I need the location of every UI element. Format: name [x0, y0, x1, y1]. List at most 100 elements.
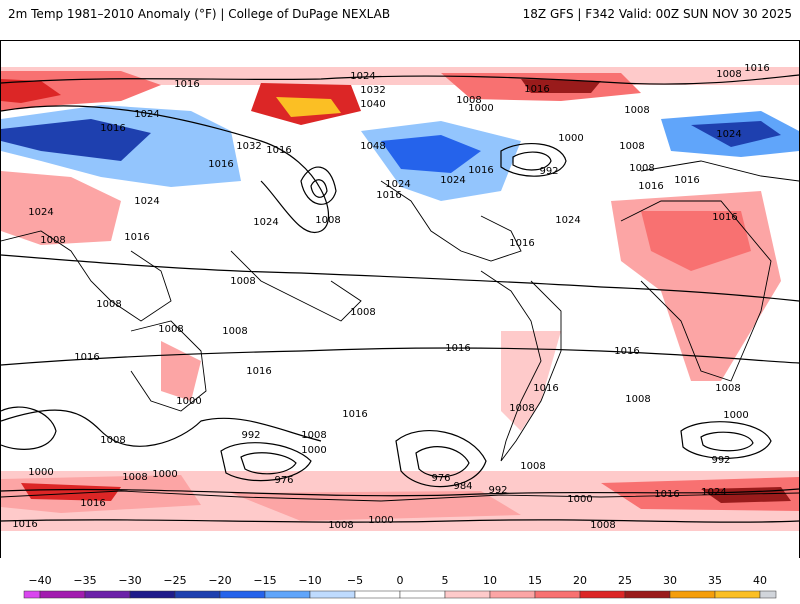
isobar-arctic: [1, 74, 799, 85]
colorbar-swatch: [399, 590, 446, 599]
warm-anomaly-core: [1, 79, 61, 103]
coastline-maritime: [230, 250, 362, 322]
colorbar-swatch: [174, 590, 221, 599]
colorbar-tick-label: −25: [163, 574, 186, 587]
isobar-label: 1016: [445, 343, 470, 354]
colorbar-tick-label: 15: [528, 574, 542, 587]
extreme-warm-alaska: [276, 97, 341, 117]
colorbar-swatch: [219, 590, 266, 599]
isobar-label: 1016: [174, 79, 199, 90]
cold-core-siberia: [691, 121, 781, 147]
isobar-label: 1016: [12, 519, 37, 530]
colorbar-swatch: [23, 590, 41, 599]
colorbar-swatch: [534, 590, 581, 599]
colorbar-swatch: [264, 590, 311, 599]
warm-core-greenland: [521, 79, 601, 93]
coastline-asia-east: [1, 230, 172, 322]
isobar-label: 1000: [28, 467, 53, 478]
isobar-label: 1016: [80, 498, 105, 509]
isobar-label: 1024: [701, 487, 726, 498]
colorbar-swatch: [624, 590, 671, 599]
isobar-label: 1016: [674, 175, 699, 186]
isobar-label: 1000: [152, 469, 177, 480]
isobar-north-pacific: [1, 105, 330, 234]
isobar-label: 1024: [385, 179, 410, 190]
isobar-label: 1000: [567, 494, 592, 505]
isobar-low-atlantic: [500, 142, 567, 177]
isobar-label: 1024: [28, 207, 53, 218]
isobar-label: 1032: [360, 85, 385, 96]
coastline-antarctica: [1, 490, 799, 502]
isobar-label: 1008: [520, 461, 545, 472]
isobar-low-southern-central-inner: [415, 446, 470, 478]
isobar-low-southern-west-inner: [240, 452, 297, 475]
isobar-label: 1024: [350, 71, 375, 82]
isobar-label: 1000: [723, 410, 748, 421]
isobar-low-southern-far-west: [1, 406, 57, 450]
isobar-label: 1016: [342, 409, 367, 420]
colorbar: −40 −35 −30 −25 −20 −15 −10 −5 0 5 10 15 20 25 30 35 40: [0, 558, 800, 600]
isobar-label: 1008: [40, 235, 65, 246]
coastlines: [1, 160, 799, 502]
isobar-subtropics-1016: [1, 347, 799, 366]
isobar-label: 1016: [744, 63, 769, 74]
isobar-label: 1008: [301, 430, 326, 441]
isobar-label: 1016: [712, 212, 737, 223]
colorbar-tick-label: 10: [483, 574, 497, 587]
isobar-label: 976: [274, 475, 293, 486]
isobar-label: 984: [453, 481, 472, 492]
coastline-africa: [620, 200, 772, 382]
isobar-label: 1016: [638, 181, 663, 192]
isobar-label: 1016: [74, 352, 99, 363]
colorbar-tick-labels: −40 −35 −30 −25 −20 −15 −10 −5 0 5 10 15 20 25 30 35 40: [28, 574, 767, 587]
isobar-label: 1008: [590, 520, 615, 531]
isobar-contours: [1, 74, 799, 523]
model-run-info: 18Z GFS | F342 Valid: 00Z SUN NOV 30 202…: [522, 7, 792, 21]
isobar-label: 1008: [624, 105, 649, 116]
colorbar-tick-label: −40: [28, 574, 51, 587]
isobar-label: 992: [488, 485, 507, 496]
colorbar-tick-label: −10: [298, 574, 321, 587]
colorbar-tick-label: −15: [253, 574, 276, 587]
colorbar-swatch: [714, 590, 761, 599]
colorbar-swatch: [39, 590, 86, 599]
colorbar-swatch: [579, 590, 626, 599]
isobar-label: 1016: [246, 366, 271, 377]
warm-anomaly-australia: [161, 341, 201, 401]
colorbar-tick-label: 35: [708, 574, 722, 587]
isobar-label: 1008: [222, 326, 247, 337]
isobar-label: 1000: [368, 515, 393, 526]
isobar-label: 1008: [716, 69, 741, 80]
colorbar-tick-label: 0: [397, 574, 404, 587]
antarctic-warm-east: [601, 477, 799, 511]
coastline-australia: [130, 320, 207, 412]
isobar-low-pacific: [300, 166, 337, 205]
isobar-label: 1016: [376, 190, 401, 201]
warm-core-africa: [641, 211, 751, 271]
isobar-low-southern-central: [395, 430, 487, 488]
colorbar-tick-label: 5: [442, 574, 449, 587]
isobar-label: 1024: [716, 129, 741, 140]
anomaly-shading: [1, 67, 799, 531]
isobar-label: 1024: [555, 215, 580, 226]
isobar-label: 1032: [236, 141, 261, 152]
isobar-label: 1016: [533, 383, 558, 394]
coastline-europe: [640, 160, 799, 182]
colorbar-tick-label: 40: [753, 574, 767, 587]
isobar-label: 1040: [360, 99, 385, 110]
isobar-label: 1008: [328, 520, 353, 531]
colorbar-tick-label: 20: [573, 574, 587, 587]
colorbar-graphic: −40 −35 −30 −25 −20 −15 −10 −5 0 5 10 15 20 25 30 35 40: [23, 574, 777, 599]
colorbar-tick-label: −5: [347, 574, 363, 587]
isobar-label: 1008: [230, 276, 255, 287]
isobar-label: 1024: [253, 217, 278, 228]
coastline-south-america: [480, 270, 562, 462]
map-panel[interactable]: 1016 1024 1032 1040 1008 1016 1000 1008 1016 1008…: [0, 40, 800, 560]
isobar-label: 1016: [124, 232, 149, 243]
colorbar-swatch: [444, 590, 491, 599]
isobar-label: 992: [539, 166, 558, 177]
isobar-label: 992: [241, 430, 260, 441]
colorbar-swatch: [669, 590, 716, 599]
isobar-label: 1008: [619, 141, 644, 152]
isobar-label: 1016: [614, 346, 639, 357]
